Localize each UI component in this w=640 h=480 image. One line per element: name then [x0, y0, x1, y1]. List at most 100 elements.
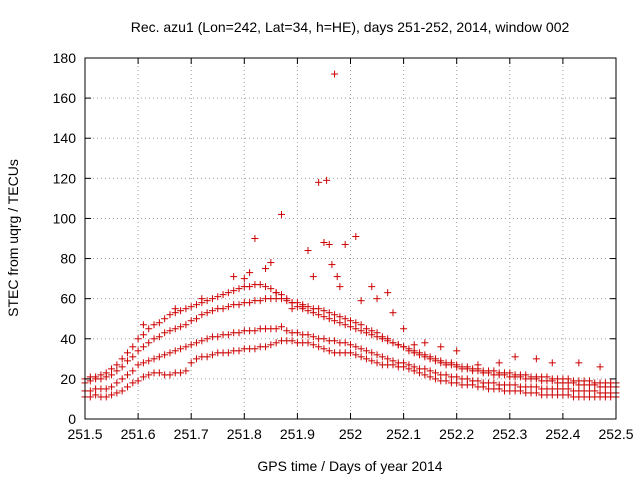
data-point	[293, 329, 301, 337]
data-point	[208, 307, 216, 315]
data-point	[145, 357, 153, 365]
data-point	[272, 339, 280, 347]
data-point	[373, 351, 381, 359]
data-point	[400, 343, 408, 351]
data-point	[113, 361, 121, 369]
data-point	[97, 371, 105, 379]
data-point	[267, 259, 275, 267]
data-point	[113, 367, 121, 375]
data-point	[123, 371, 131, 379]
data-point	[129, 367, 137, 375]
data-point	[453, 373, 461, 381]
data-point	[320, 307, 328, 315]
data-point	[283, 295, 291, 303]
data-point	[145, 325, 153, 333]
data-point	[177, 307, 185, 315]
data-point	[368, 331, 376, 339]
data-point	[331, 317, 339, 325]
data-point	[134, 335, 142, 343]
data-point	[134, 377, 142, 385]
x-axis-title: GPS time / Days of year 2014	[257, 458, 442, 474]
data-point	[262, 283, 270, 291]
data-point	[203, 297, 211, 305]
data-point	[431, 375, 439, 383]
data-point	[405, 345, 413, 353]
data-point	[373, 295, 381, 303]
data-point	[421, 365, 429, 373]
data-point	[177, 369, 185, 377]
data-point	[113, 379, 121, 387]
data-point	[304, 339, 312, 347]
data-point	[336, 319, 344, 327]
data-point	[410, 347, 418, 355]
data-point	[320, 239, 328, 247]
data-point	[368, 283, 376, 291]
y-tick-labels: 0 20 40 60 80 100 120 140 160 180	[53, 50, 77, 427]
data-point	[426, 353, 434, 361]
data-point	[431, 355, 439, 363]
data-point	[511, 381, 519, 389]
data-point	[171, 347, 179, 355]
data-point	[357, 345, 365, 353]
data-point	[384, 337, 392, 345]
data-point	[251, 327, 259, 335]
data-point	[118, 387, 126, 395]
data-point	[315, 305, 323, 313]
data-point	[325, 241, 333, 249]
data-point	[108, 383, 116, 391]
data-point	[208, 351, 216, 359]
data-point	[315, 311, 323, 319]
y-tick-label: 0	[68, 411, 76, 427]
data-point	[262, 343, 270, 351]
data-point	[123, 357, 131, 365]
data-point	[214, 293, 222, 301]
data-point	[150, 335, 158, 343]
chart-title: Rec. azu1 (Lon=242, Lat=34, h=HE), days …	[131, 19, 570, 35]
data-point	[155, 319, 163, 327]
data-point	[352, 343, 360, 351]
data-point	[304, 331, 312, 339]
data-point	[267, 341, 275, 349]
y-tick-label: 120	[53, 170, 77, 186]
data-point	[362, 347, 370, 355]
data-point	[596, 363, 604, 371]
data-point	[177, 323, 185, 331]
data-point	[208, 295, 216, 303]
data-point	[161, 351, 169, 359]
data-point	[309, 273, 317, 281]
data-point	[166, 327, 174, 335]
data-point	[333, 273, 341, 281]
data-point	[453, 361, 461, 369]
data-point	[548, 359, 556, 367]
data-point	[198, 311, 206, 319]
data-point	[357, 321, 365, 329]
data-point	[378, 335, 386, 343]
data-point	[272, 289, 280, 297]
data-point	[277, 291, 285, 299]
data-point	[453, 347, 461, 355]
data-point	[416, 349, 424, 357]
data-point	[240, 275, 248, 283]
data-point	[171, 305, 179, 313]
data-point	[203, 335, 211, 343]
data-point	[309, 333, 317, 341]
data-point	[564, 375, 572, 383]
x-tick-label: 251.8	[227, 426, 262, 442]
data-point	[198, 337, 206, 345]
data-point	[155, 333, 163, 341]
data-point	[421, 339, 429, 347]
data-point	[182, 321, 190, 329]
data-point	[389, 309, 397, 317]
data-point	[256, 297, 264, 305]
data-point	[182, 367, 190, 375]
data-point	[235, 285, 243, 293]
data-point	[431, 369, 439, 377]
data-point	[522, 371, 530, 379]
data-point	[474, 377, 482, 385]
data-point	[384, 289, 392, 297]
x-tick-label: 252.5	[598, 426, 633, 442]
data-point	[400, 359, 408, 367]
data-point	[277, 323, 285, 331]
x-tick-label: 251.5	[67, 426, 102, 442]
data-point	[235, 347, 243, 355]
